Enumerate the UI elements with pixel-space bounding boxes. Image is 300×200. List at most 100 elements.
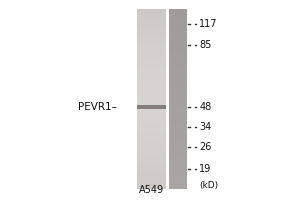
Bar [169,126,187,128]
Text: A549: A549 [139,185,164,195]
Bar [136,122,166,124]
Bar [136,135,166,137]
Bar [169,33,187,36]
Bar [136,56,166,58]
Bar [169,11,187,13]
Bar [169,18,187,20]
Bar [136,36,166,38]
Bar [169,61,187,63]
Bar [136,83,166,85]
Bar [136,101,166,104]
Bar [136,169,166,171]
Bar [136,187,166,189]
Text: (kD): (kD) [199,181,218,190]
Bar [169,92,187,94]
Bar [169,155,187,158]
Bar [169,146,187,149]
Bar [169,76,187,79]
Bar [169,135,187,137]
Bar [169,72,187,74]
Bar [136,108,166,110]
Bar [169,142,187,144]
Bar [136,9,166,11]
Text: PEVR1–: PEVR1– [78,102,117,112]
Bar [169,88,187,90]
Bar [136,40,166,43]
Bar [169,56,187,58]
Bar [169,85,187,88]
Bar [169,20,187,22]
Bar [136,90,166,92]
Bar [169,74,187,76]
Bar [169,124,187,126]
Bar [169,187,187,189]
Bar [136,85,166,88]
Bar [169,94,187,97]
Bar [136,29,166,31]
Bar [169,183,187,185]
Bar [136,43,166,45]
Bar [169,158,187,160]
Bar [169,49,187,52]
Bar [169,178,187,180]
Bar [136,144,166,146]
Text: 117: 117 [199,19,218,29]
Bar [169,90,187,92]
Bar [136,110,166,113]
Bar [136,18,166,20]
Bar [136,61,166,63]
Bar [169,43,187,45]
Bar [136,128,166,131]
Bar [136,146,166,149]
Bar [136,13,166,15]
Bar [136,24,166,27]
Bar [136,49,166,52]
Bar [136,76,166,79]
Bar [136,142,166,144]
Bar [136,20,166,22]
Bar [136,58,166,61]
Bar [136,113,166,115]
Bar [169,162,187,165]
Bar [169,47,187,49]
Bar [136,106,166,108]
Bar [169,29,187,31]
Bar [136,38,166,40]
Text: 26: 26 [199,142,212,152]
Bar [169,54,187,56]
Text: 85: 85 [199,40,212,50]
Bar [136,99,166,101]
Bar [136,11,166,13]
Bar [136,22,166,24]
Bar [169,24,187,27]
Bar [169,122,187,124]
Bar [136,88,166,90]
Bar [169,165,187,167]
Bar [136,131,166,133]
Bar [136,54,166,56]
Bar [136,67,166,70]
Bar [169,70,187,72]
Bar [169,167,187,169]
Bar [136,133,166,135]
Text: 48: 48 [199,102,212,112]
Bar [169,31,187,33]
Bar [169,128,187,131]
Bar [169,119,187,122]
Bar [169,63,187,65]
Bar [136,165,166,167]
Bar [136,81,166,83]
Text: 19: 19 [199,164,212,174]
Bar [169,110,187,113]
Bar [136,137,166,140]
Bar [169,131,187,133]
Bar [169,104,187,106]
Bar [136,47,166,49]
Bar [136,160,166,162]
Bar [136,158,166,160]
Bar [169,108,187,110]
Bar [169,27,187,29]
Bar [169,133,187,135]
Bar [136,183,166,185]
Bar [136,27,166,29]
